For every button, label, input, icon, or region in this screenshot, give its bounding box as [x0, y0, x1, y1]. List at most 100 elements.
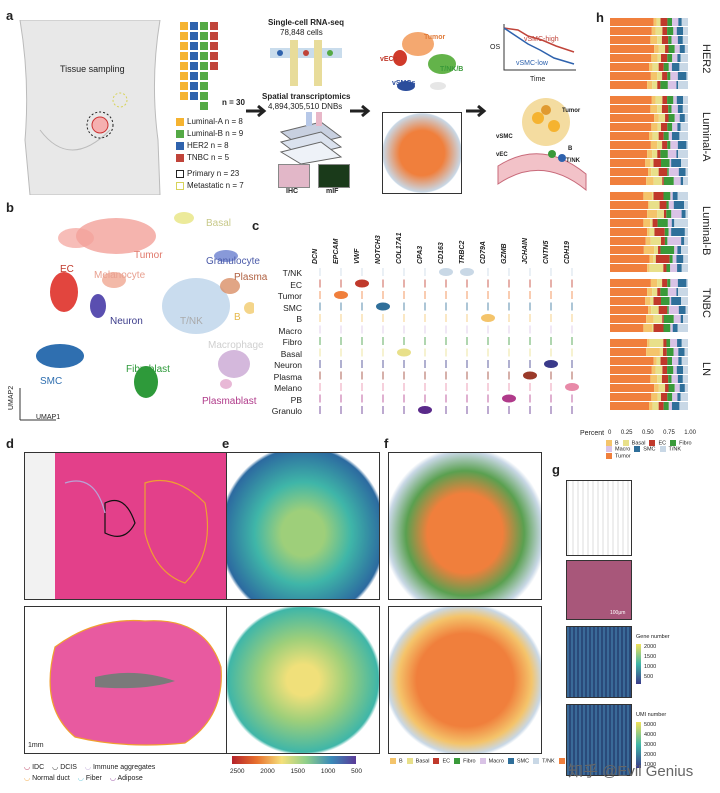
composition-bar-segment: [610, 192, 644, 200]
composition-bar-segment: [655, 96, 663, 104]
zoom-gene-number: [566, 626, 632, 698]
legend-swatch: [622, 440, 629, 446]
composition-bar-segment: [643, 219, 651, 227]
umap2-label: UMAP2: [8, 385, 15, 410]
composition-bar-segment: [610, 150, 648, 158]
violin-mark: [544, 360, 558, 368]
sample-cell: [190, 42, 198, 50]
schematic-tnk: T/NK: [566, 158, 580, 164]
composition-bar-segment: [610, 54, 652, 62]
composition-bar-segment: [657, 150, 661, 158]
composition-bar-segment: [657, 72, 663, 80]
composition-bar-segment: [664, 228, 669, 236]
legend-label: Fibro: [463, 758, 476, 765]
group-label-her2: HER2: [700, 44, 712, 74]
colorbar: [232, 756, 356, 764]
composition-bar-segment: [670, 279, 678, 287]
scrna-illustration: [270, 40, 342, 86]
composition-bar-segment: [655, 255, 670, 263]
composition-bar-segment: [653, 18, 657, 26]
composition-bar-segment: [651, 27, 656, 35]
composition-bar-segment: [650, 219, 653, 227]
composition-bar-segment: [658, 132, 664, 140]
composition-bar-segment: [672, 192, 678, 200]
composition-bar-segment: [651, 393, 658, 401]
gene-header: VWF: [354, 248, 361, 264]
composition-bar-segment: [650, 36, 658, 44]
sample-cell: [180, 22, 188, 30]
legend-swatch: [649, 440, 656, 446]
composition-bar-segment: [650, 297, 654, 305]
composition-bar-segment: [610, 72, 651, 80]
composition-bar-segment: [676, 27, 684, 35]
panel-letter-g: g: [552, 462, 560, 477]
composition-bar-segment: [658, 63, 664, 71]
composition-bar-segment: [678, 168, 686, 176]
celltype-row-label: Fibro: [282, 337, 302, 347]
composition-bar-segment: [655, 366, 663, 374]
sample-cell: [200, 92, 208, 100]
composition-bar-segment: [610, 114, 655, 122]
torso-illustration: [19, 20, 161, 195]
composition-bar-segment: [647, 228, 650, 236]
composition-bar-segment: [653, 297, 662, 305]
composition-bar-segment: [672, 357, 679, 365]
composition-bar-segment: [680, 123, 688, 131]
composition-bar-segment: [668, 228, 672, 236]
legend-item: Tumor: [606, 452, 631, 459]
composition-bar-segment: [610, 288, 648, 296]
sample-total: n = 30: [222, 98, 245, 107]
group-label-ln: LN: [700, 362, 712, 377]
violin-mark: [460, 268, 474, 276]
he-tissue-bottom: [24, 606, 234, 754]
composition-bar-segment: [666, 264, 671, 272]
composition-bar-segment: [665, 114, 669, 122]
composition-bar-segment: [661, 297, 670, 305]
panel-letter-d: d: [6, 436, 14, 451]
legend-item: EC: [649, 440, 666, 446]
composition-bar-segment: [677, 339, 682, 347]
composition-bar-segment: [648, 201, 650, 209]
composition-bar-segment: [684, 114, 688, 122]
composition-bar-segment: [652, 288, 658, 296]
composition-bar-segment: [663, 348, 667, 356]
arrow-icon: [246, 104, 267, 118]
umap-label-plasmablast: Plasmablast: [202, 396, 257, 407]
composition-bar-segment: [651, 54, 658, 62]
spatial-map-thumbnail: [382, 112, 462, 194]
composition-bar-segment: [651, 168, 659, 176]
composition-bar-segment: [668, 384, 675, 392]
percent-axis-title: Percent: [580, 430, 605, 437]
composition-bar-segment: [660, 81, 668, 89]
violin-mark: [376, 302, 390, 311]
gene-header: NOTCH3: [375, 235, 382, 264]
composition-bar-segment: [677, 246, 682, 254]
sample-cell: [210, 62, 218, 70]
composition-bar-segment: [652, 132, 659, 140]
legend-idc: ◡ IDC: [24, 764, 45, 771]
composition-bar-segment: [681, 339, 688, 347]
composition-bar-segment: [683, 96, 688, 104]
composition-bar-segment: [677, 279, 687, 287]
legend-label: Fibro: [679, 440, 692, 447]
watermark: 知乎 @Evil Genius: [568, 763, 694, 780]
celltype-row-label: Neuron: [274, 360, 302, 370]
composition-bar-segment: [651, 306, 659, 314]
composition-bar-segment: [676, 255, 684, 263]
legend-item: Basal: [406, 758, 429, 764]
composition-bar-segment: [653, 192, 664, 200]
survival-high-label: vSMC-high: [524, 36, 559, 43]
composition-bar-segment: [654, 228, 665, 236]
gene-header: DCN: [312, 248, 319, 264]
composition-bar-segment: [655, 27, 663, 35]
panel-letter-a: a: [6, 8, 14, 23]
composition-bar-segment: [661, 375, 669, 383]
gene-heatmap-bottom: [226, 606, 380, 754]
umap-label-melanocyte: Melanocyte: [94, 270, 146, 281]
composition-bar-segment: [678, 288, 688, 296]
legend-item: B: [390, 758, 403, 764]
celltype-row-label: Plasma: [273, 371, 302, 382]
legend-item: Macro: [479, 758, 504, 764]
composition-bar-segment: [663, 63, 669, 71]
composition-bar-segment: [652, 81, 658, 89]
